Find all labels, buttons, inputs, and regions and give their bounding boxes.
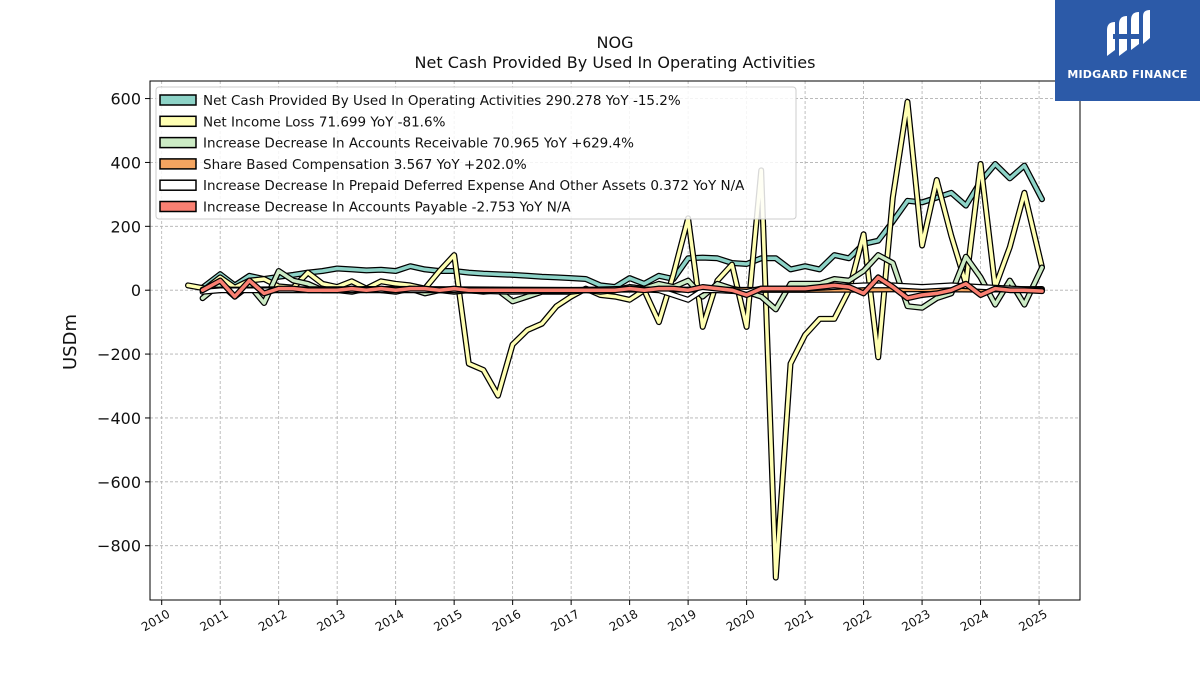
- x-tick-label: 2022: [841, 607, 874, 634]
- x-tick-label: 2021: [782, 607, 815, 634]
- x-tick-label: 2024: [958, 607, 991, 634]
- series-1: [185, 98, 1045, 581]
- x-tick-label: 2020: [724, 607, 757, 634]
- legend-swatch: [159, 200, 197, 213]
- x-tick-label: 2016: [490, 607, 523, 634]
- x-tick-label: 2014: [373, 607, 406, 634]
- x-tick-label: 2017: [548, 607, 581, 634]
- x-tick-label: 2025: [1016, 607, 1049, 634]
- x-tick-label: 2010: [139, 607, 172, 634]
- x-tick-label: 2019: [665, 607, 698, 634]
- legend-box: [155, 86, 797, 220]
- x-tick-label: 2018: [607, 607, 640, 634]
- x-tick-label: 2015: [431, 607, 464, 634]
- legend-swatch: [159, 115, 197, 128]
- x-axis: 2010 2011 2012 2013 2014 2015 2016 2017 2018 2019…: [139, 600, 1050, 634]
- y-tick-label: 400: [110, 153, 141, 172]
- y-tick-label: 0: [131, 281, 141, 300]
- x-tick-label: 2012: [256, 607, 289, 634]
- chart-subtitle: Net Cash Provided By Used In Operating A…: [415, 53, 816, 72]
- legend-label: Net Income Loss 71.699 YoY -81.6%: [203, 114, 446, 130]
- midgard-logo-icon: [1107, 10, 1150, 56]
- y-axis: −800 −600 −400 −200 0 200 400 600: [97, 90, 150, 556]
- x-tick-label: 2011: [197, 607, 230, 634]
- series-line: [200, 162, 1044, 290]
- y-tick-label: −800: [97, 537, 141, 556]
- series-0: [199, 161, 1045, 291]
- y-tick-label: −200: [97, 345, 141, 364]
- brand-logo: MIDGARD FINANCE: [1055, 0, 1200, 101]
- y-tick-label: −600: [97, 473, 141, 492]
- plot-frame: [149, 80, 1081, 601]
- legend-swatch: [159, 158, 197, 170]
- legend-label: Increase Decrease In Accounts Receivable…: [203, 136, 634, 152]
- y-axis-label: USDm: [60, 314, 81, 370]
- legend-label: Increase Decrease In Prepaid Deferred Ex…: [203, 178, 745, 194]
- y-tick-label: 200: [110, 217, 141, 236]
- legend: Net Cash Provided By Used In Operating A…: [155, 86, 797, 220]
- legend-swatch: [159, 136, 197, 149]
- series-5: [199, 274, 1045, 302]
- legend-swatch: [159, 179, 197, 191]
- legend-swatch: [159, 94, 197, 106]
- legend-label: Share Based Compensation 3.567 YoY +202.…: [203, 157, 527, 173]
- y-tick-label: −400: [97, 409, 141, 428]
- y-tick-label: 600: [110, 90, 141, 109]
- chart-title: NOG: [597, 33, 634, 52]
- series-line: [186, 100, 1044, 580]
- x-tick-label: 2023: [899, 607, 932, 634]
- legend-label: Net Cash Provided By Used In Operating A…: [203, 93, 681, 109]
- legend-label: Increase Decrease In Accounts Payable -2…: [203, 200, 571, 216]
- brand-name: MIDGARD FINANCE: [1067, 68, 1188, 81]
- series-line: [200, 275, 1044, 300]
- series-lines: [185, 98, 1045, 581]
- x-tick-label: 2013: [314, 607, 347, 634]
